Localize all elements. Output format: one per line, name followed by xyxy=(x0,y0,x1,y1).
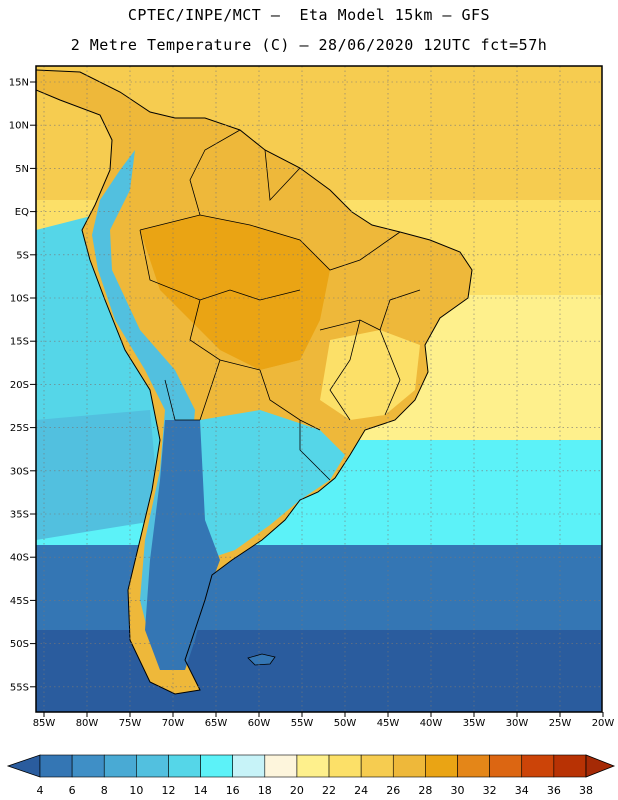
colorbar-label: 14 xyxy=(194,784,208,797)
colorbar-swatch xyxy=(103,754,137,778)
colorbar-label: 6 xyxy=(69,784,76,797)
lon-tick-label: 30W xyxy=(506,718,529,729)
lat-tick-label: 45S xyxy=(10,596,29,607)
lon-tick-label: 40W xyxy=(420,718,443,729)
country-borders xyxy=(139,129,421,481)
colorbar-swatch xyxy=(457,754,490,778)
colorbar-label: 30 xyxy=(451,784,465,797)
lat-tick-label: 25S xyxy=(10,423,29,434)
lon-tick-label: 80W xyxy=(76,718,99,729)
lat-tick-label: 15N xyxy=(9,78,29,89)
colorbar-swatch xyxy=(200,754,233,778)
colorbar-swatch xyxy=(296,754,330,778)
land-southeast xyxy=(320,330,420,420)
lat-tick-label: 5N xyxy=(15,164,29,175)
colorbar-over-arrow xyxy=(585,754,616,778)
lon-tick-label: 45W xyxy=(377,718,400,729)
lon-tick-label: 75W xyxy=(119,718,142,729)
colorbar-swatch xyxy=(521,754,555,778)
colorbar-label: 18 xyxy=(258,784,272,797)
colorbar-label: 24 xyxy=(354,784,368,797)
colorbar-label: 26 xyxy=(386,784,400,797)
land-patagonia xyxy=(145,420,220,670)
lon-tick-label: 50W xyxy=(334,718,357,729)
lon-tick-label: 20W xyxy=(592,718,615,729)
lat-tick-label: 30S xyxy=(10,466,29,477)
lat-tick-label: 55S xyxy=(10,682,29,693)
colorbar-swatch xyxy=(489,754,523,778)
header-title-line2: 2 Metre Temperature (C) – 28/06/2020 12U… xyxy=(70,36,548,54)
lat-tick-label: EQ xyxy=(15,207,29,218)
colorbar-label: 32 xyxy=(483,784,497,797)
colorbar-label: 4 xyxy=(37,784,44,797)
latitude-axis: 15N 10N 5N EQ 5S 10S 15S 20S 25S 30S 35S 40S 45S 50S 5… xyxy=(9,78,36,693)
colorbar-swatch xyxy=(360,754,394,778)
lon-tick-label: 65W xyxy=(205,718,228,729)
lon-tick-label: 60W xyxy=(248,718,271,729)
lat-tick-label: 20S xyxy=(10,380,29,391)
colorbar-label: 38 xyxy=(579,784,593,797)
colorbar-label: 16 xyxy=(226,784,240,797)
colorbar-label: 20 xyxy=(290,784,304,797)
colorbar-swatch xyxy=(328,754,362,778)
colorbar-label: 28 xyxy=(418,784,432,797)
lon-tick-label: 25W xyxy=(549,718,572,729)
land-south-america xyxy=(36,70,472,694)
lat-tick-label: 50S xyxy=(10,639,29,650)
colorbar-swatch xyxy=(71,754,105,778)
lat-tick-label: 10N xyxy=(9,121,29,132)
colorbar-under-arrow xyxy=(6,754,41,778)
colorbar-label: 10 xyxy=(129,784,143,797)
colorbar-label: 22 xyxy=(322,784,336,797)
lon-tick-label: 35W xyxy=(463,718,486,729)
lon-tick-label: 85W xyxy=(33,718,56,729)
colorbar-label: 34 xyxy=(515,784,529,797)
falkland-islands xyxy=(247,653,276,666)
colorbar-label: 12 xyxy=(161,784,175,797)
lat-tick-label: 40S xyxy=(10,553,29,564)
colorbar-swatch xyxy=(232,754,266,778)
colorbar-swatch xyxy=(553,754,587,778)
map-frame xyxy=(35,65,603,713)
colorbar-label: 36 xyxy=(547,784,561,797)
colorbar-label: 8 xyxy=(101,784,108,797)
coastline xyxy=(36,69,473,695)
lat-tick-label: 35S xyxy=(10,510,29,521)
lon-tick-label: 55W xyxy=(291,718,314,729)
colorbar-swatch xyxy=(264,754,298,778)
land-hot-interior xyxy=(140,215,330,370)
lat-tick-label: 15S xyxy=(10,337,29,348)
colorbar: 4 6 8 10 12 14 16 18 20 22 24 26 28 30 32 34 36 38 xyxy=(6,754,616,797)
pacific-cold-zone xyxy=(36,410,160,540)
lat-tick-label: 10S xyxy=(10,294,29,305)
header-title-line1: CPTEC/INPE/MCT – Eta Model 15km – GFS xyxy=(127,6,491,24)
lon-tick-label: 70W xyxy=(162,718,185,729)
colorbar-swatch xyxy=(136,754,169,778)
ocean-band-far-south xyxy=(36,630,602,712)
lat-tick-label: 5S xyxy=(16,250,29,261)
colorbar-swatch xyxy=(39,754,73,778)
colorbar-swatch xyxy=(425,754,458,778)
colorbar-swatch xyxy=(392,754,426,778)
land-pampa xyxy=(195,410,345,560)
longitude-axis: 85W 80W 75W 70W 65W 60W 55W 50W 45W 40W 35W 30W 25W 2… xyxy=(33,712,615,729)
colorbar-swatch xyxy=(168,754,201,778)
